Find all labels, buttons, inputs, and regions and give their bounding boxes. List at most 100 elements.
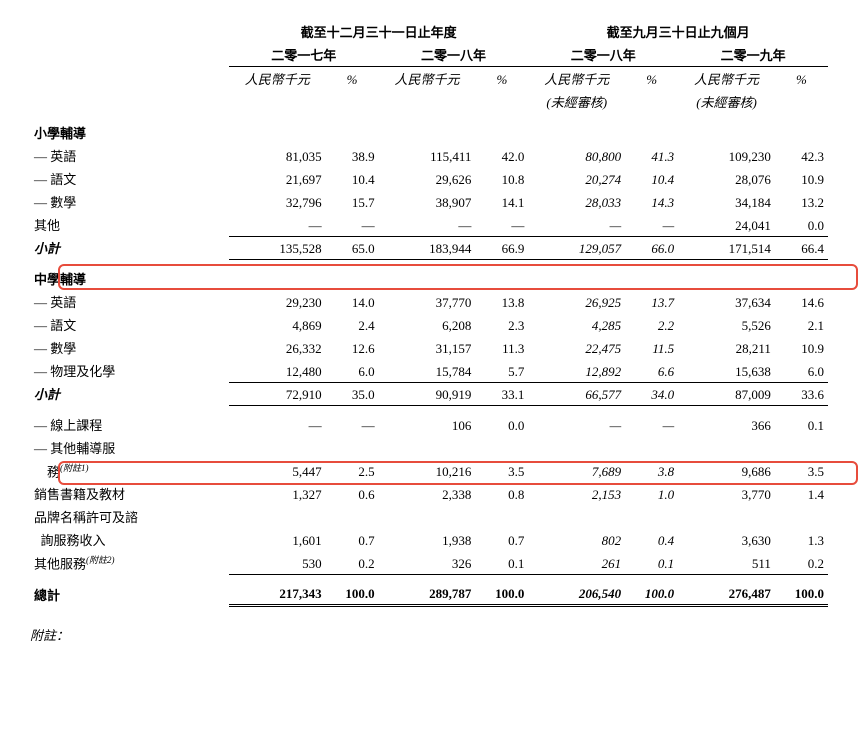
cell: 13.2	[775, 190, 828, 213]
secondary-title: 中學輔導	[30, 259, 229, 290]
row-label: — 數學	[30, 190, 229, 213]
cell: 129,057	[528, 236, 625, 259]
cell: 0.0	[475, 405, 528, 436]
cell: 24,041	[678, 213, 775, 236]
cell: 217,343	[229, 575, 326, 606]
cell: 2,338	[379, 482, 476, 505]
secondary-english-row: — 英語 29,230 14.0 37,770 13.8 26,925 13.7…	[30, 290, 828, 313]
cell: 6.0	[326, 359, 379, 382]
cell: 22,475	[528, 336, 625, 359]
total-row: 總計 217,343 100.0 289,787 100.0 206,540 1…	[30, 575, 828, 606]
row-label: — 物理及化學	[30, 359, 229, 382]
cell: 183,944	[379, 236, 476, 259]
cell: 14.1	[475, 190, 528, 213]
cell: 3.5	[775, 459, 828, 482]
cell: 109,230	[678, 144, 775, 167]
cell: 11.3	[475, 336, 528, 359]
cell: 21,697	[229, 167, 326, 190]
cell: 4,285	[528, 313, 625, 336]
year-2018: 二零一八年	[379, 43, 529, 67]
header-unit-row: 人民幣千元 % 人民幣千元 % 人民幣千元 % 人民幣千元 %	[30, 67, 828, 91]
cell: 38.9	[326, 144, 379, 167]
primary-other-row: 其他 — — — — — — 24,041 0.0	[30, 213, 828, 236]
cell: 66.4	[775, 236, 828, 259]
row-label: — 線上課程	[30, 405, 229, 436]
cell: 171,514	[678, 236, 775, 259]
cell: 26,925	[528, 290, 625, 313]
cell: 10,216	[379, 459, 476, 482]
primary-math-row: — 數學 32,796 15.7 38,907 14.1 28,033 14.3…	[30, 190, 828, 213]
books-row: 銷售書籍及教材 1,327 0.6 2,338 0.8 2,153 1.0 3,…	[30, 482, 828, 505]
cell: 0.0	[775, 213, 828, 236]
cell: 100.0	[326, 575, 379, 606]
cell: 1,601	[229, 528, 326, 551]
secondary-subtotal-row: 小計 72,910 35.0 90,919 33.1 66,577 34.0 8…	[30, 382, 828, 405]
cell: 87,009	[678, 382, 775, 405]
secondary-title-row: 中學輔導	[30, 259, 828, 290]
unit-4: 人民幣千元	[678, 67, 775, 91]
cell: 3,770	[678, 482, 775, 505]
row-label: 詢服務收入	[30, 528, 229, 551]
cell: 33.6	[775, 382, 828, 405]
cell: 29,230	[229, 290, 326, 313]
cell: 366	[678, 405, 775, 436]
cell: 26,332	[229, 336, 326, 359]
cell: 1,327	[229, 482, 326, 505]
cell: 511	[678, 551, 775, 574]
cell: 3.5	[475, 459, 528, 482]
row-label: — 英語	[30, 144, 229, 167]
cell: 14.0	[326, 290, 379, 313]
cell: 2.5	[326, 459, 379, 482]
cell: 10.4	[326, 167, 379, 190]
year-2018-9m: 二零一八年	[528, 43, 678, 67]
cell: —	[625, 405, 678, 436]
cell: —	[528, 213, 625, 236]
financial-table: 截至十二月三十一日止年度 截至九月三十日止九個月 二零一七年 二零一八年 二零一…	[30, 20, 828, 607]
primary-title-row: 小學輔導	[30, 113, 828, 144]
cell: 261	[528, 551, 625, 574]
unit-3: 人民幣千元	[528, 67, 625, 91]
cell: 14.6	[775, 290, 828, 313]
cell: 12,892	[528, 359, 625, 382]
row-label: 小計	[30, 236, 229, 259]
header-unaudited-row: (未經審核) (未經審核)	[30, 90, 828, 113]
other-svc-row: 其他服務(附註2) 530 0.2 326 0.1 261 0.1 511 0.…	[30, 551, 828, 574]
footnote-label: 附註：	[30, 625, 828, 644]
period1-header: 截至十二月三十一日止年度	[229, 20, 529, 43]
row-label: — 數學	[30, 336, 229, 359]
cell: 2.4	[326, 313, 379, 336]
cell: 0.2	[326, 551, 379, 574]
cell: 0.1	[775, 405, 828, 436]
cell: 12,480	[229, 359, 326, 382]
cell: 0.4	[625, 528, 678, 551]
cell: 115,411	[379, 144, 476, 167]
cell: 1.3	[775, 528, 828, 551]
cell: 35.0	[326, 382, 379, 405]
row-label: — 語文	[30, 167, 229, 190]
cell: 31,157	[379, 336, 476, 359]
secondary-physchem-row: — 物理及化學 12,480 6.0 15,784 5.7 12,892 6.6…	[30, 359, 828, 382]
row-label: — 其他輔導服	[30, 436, 229, 459]
header-period-row: 截至十二月三十一日止年度 截至九月三十日止九個月	[30, 20, 828, 43]
cell: 13.7	[625, 290, 678, 313]
pct-3: %	[625, 67, 678, 91]
cell: 5.7	[475, 359, 528, 382]
other-tutor-row1: — 其他輔導服	[30, 436, 828, 459]
cell: 15,638	[678, 359, 775, 382]
cell: 0.6	[326, 482, 379, 505]
cell: 9,686	[678, 459, 775, 482]
cell: 326	[379, 551, 476, 574]
cell: 13.8	[475, 290, 528, 313]
cell: —	[229, 405, 326, 436]
unit-1: 人民幣千元	[229, 67, 326, 91]
cell: 34.0	[625, 382, 678, 405]
cell: 80,800	[528, 144, 625, 167]
cell: 66.9	[475, 236, 528, 259]
cell: 37,770	[379, 290, 476, 313]
primary-subtotal-row: 小計 135,528 65.0 183,944 66.9 129,057 66.…	[30, 236, 828, 259]
row-label: 銷售書籍及教材	[30, 482, 229, 505]
cell: 6.0	[775, 359, 828, 382]
online-row: — 線上課程 — — 106 0.0 — — 366 0.1	[30, 405, 828, 436]
cell: 2,153	[528, 482, 625, 505]
cell: 1,938	[379, 528, 476, 551]
